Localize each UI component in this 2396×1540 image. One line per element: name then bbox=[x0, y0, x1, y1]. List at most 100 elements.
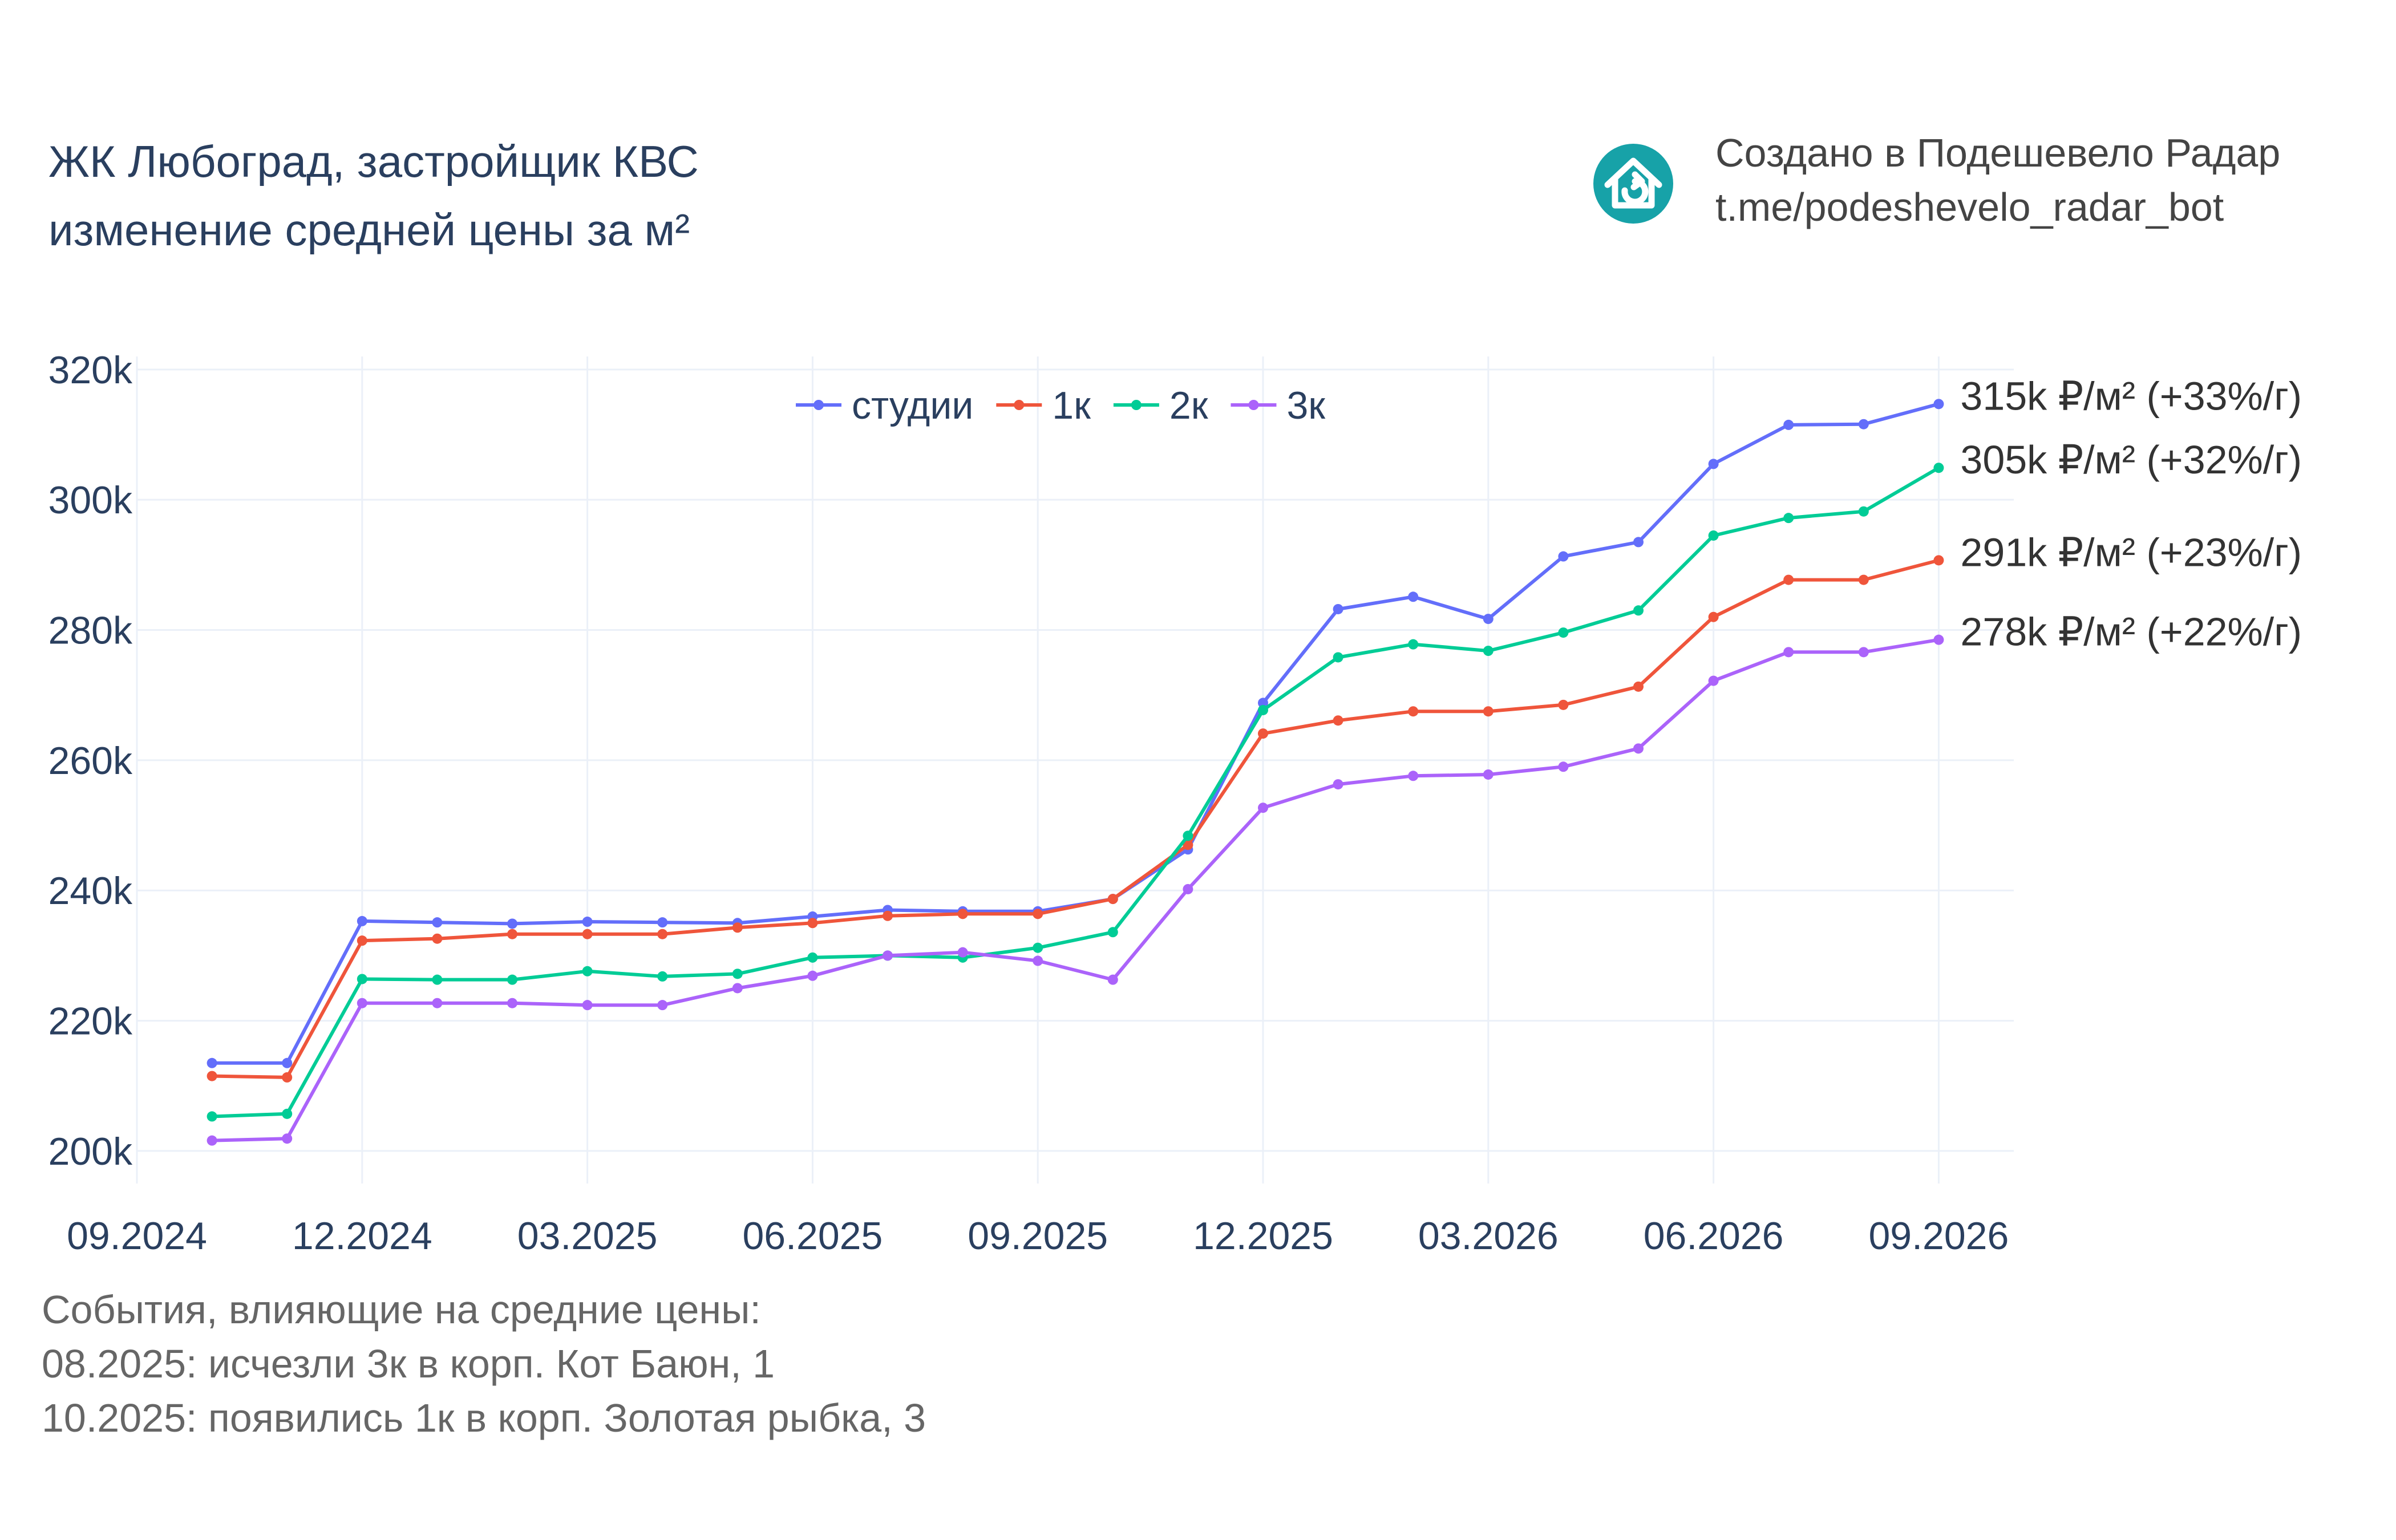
legend-item: 2к bbox=[1113, 384, 1209, 427]
brand-link[interactable]: t.me/podeshevelo_radar_bot bbox=[1715, 185, 2224, 229]
y-tick-label: 260k bbox=[48, 739, 133, 783]
data-point bbox=[883, 910, 893, 921]
chart-title-line-2: изменение средней цены за м² bbox=[48, 205, 690, 255]
data-point bbox=[1933, 399, 1944, 410]
data-point bbox=[1708, 611, 1719, 622]
data-point bbox=[1483, 646, 1494, 656]
end-label: 305k ₽/м² (+32%/г) bbox=[1960, 437, 2302, 482]
data-point bbox=[732, 983, 743, 994]
data-point bbox=[1633, 605, 1644, 616]
data-point bbox=[1783, 574, 1794, 585]
data-point bbox=[1183, 884, 1193, 894]
data-point bbox=[1033, 955, 1043, 966]
data-point bbox=[1483, 769, 1494, 780]
data-point bbox=[1933, 634, 1944, 645]
data-point bbox=[1033, 909, 1043, 919]
events-heading: События, влияющие на средние цены: bbox=[42, 1287, 761, 1332]
data-point bbox=[1408, 706, 1419, 717]
data-point bbox=[732, 968, 743, 979]
data-point bbox=[357, 915, 367, 926]
data-point bbox=[1708, 459, 1719, 469]
x-tick-label: 06.2025 bbox=[742, 1214, 883, 1258]
data-point bbox=[657, 971, 668, 982]
x-tick-label: 03.2026 bbox=[1418, 1214, 1559, 1258]
legend-label: 1к bbox=[1052, 384, 1091, 427]
chart-title-line-1: ЖК Любоград, застройщик КВС bbox=[48, 136, 699, 187]
series-line bbox=[212, 638, 1939, 1142]
data-point bbox=[1408, 771, 1419, 781]
y-tick-label: 320k bbox=[48, 348, 133, 392]
data-point bbox=[807, 970, 818, 981]
grid bbox=[136, 356, 2014, 1184]
data-point bbox=[1107, 894, 1118, 905]
series-4 bbox=[207, 634, 1944, 1146]
end-label: 315k ₽/м² (+33%/г) bbox=[1960, 374, 2302, 418]
y-tick-label: 280k bbox=[48, 609, 133, 653]
data-point bbox=[507, 918, 517, 929]
data-point bbox=[282, 1133, 293, 1144]
event-item-1: 08.2025: исчезли 3к в корп. Кот Баюн, 1 bbox=[42, 1342, 775, 1386]
data-point bbox=[957, 947, 968, 958]
data-point bbox=[432, 933, 443, 944]
x-tick-label: 12.2024 bbox=[292, 1214, 432, 1258]
x-tick-label: 06.2026 bbox=[1644, 1214, 1784, 1258]
data-point bbox=[1483, 706, 1494, 717]
series bbox=[207, 399, 1944, 1146]
legend-label: 3к bbox=[1286, 384, 1326, 427]
legend-label: студии bbox=[852, 384, 973, 427]
data-point bbox=[1558, 699, 1569, 710]
data-point bbox=[357, 998, 367, 1008]
data-point bbox=[1933, 555, 1944, 566]
data-point bbox=[657, 1000, 668, 1011]
legend-item: студии bbox=[796, 384, 973, 427]
data-point bbox=[657, 929, 668, 939]
data-point bbox=[357, 974, 367, 984]
legend-swatch-marker bbox=[1131, 400, 1142, 410]
legend-swatch-marker bbox=[1014, 400, 1025, 410]
data-point bbox=[1633, 681, 1644, 692]
data-point bbox=[1558, 551, 1569, 562]
data-point bbox=[1783, 419, 1794, 430]
end-label: 278k ₽/м² (+22%/г) bbox=[1960, 610, 2302, 654]
data-point bbox=[732, 922, 743, 933]
data-point bbox=[1858, 647, 1869, 658]
series-line bbox=[212, 558, 1940, 1079]
data-point bbox=[807, 952, 818, 963]
x-tick-label: 12.2025 bbox=[1193, 1214, 1333, 1258]
data-point bbox=[883, 950, 893, 961]
y-tick-label: 200k bbox=[48, 1130, 133, 1173]
series-line bbox=[212, 466, 1940, 1118]
data-point bbox=[357, 935, 367, 946]
x-tick-label: 09.2025 bbox=[968, 1214, 1108, 1258]
data-point bbox=[1633, 537, 1644, 548]
data-point bbox=[1258, 698, 1268, 708]
end-label: 291k ₽/м² (+23%/г) bbox=[1960, 530, 2302, 574]
data-point bbox=[1333, 652, 1343, 663]
data-point bbox=[1708, 530, 1719, 541]
data-point bbox=[1633, 743, 1644, 754]
series-3 bbox=[207, 463, 1944, 1122]
legend-label: 2к bbox=[1169, 384, 1209, 427]
series-line bbox=[212, 402, 1940, 1065]
y-tick-label: 220k bbox=[48, 1000, 133, 1043]
data-point bbox=[1483, 614, 1494, 625]
data-point bbox=[582, 929, 593, 939]
data-point bbox=[807, 918, 818, 929]
data-point bbox=[1258, 704, 1268, 715]
data-point bbox=[1708, 675, 1719, 686]
data-point bbox=[1183, 830, 1193, 841]
data-point bbox=[1183, 840, 1193, 850]
legend-item: 3к bbox=[1231, 384, 1326, 427]
data-point bbox=[1558, 627, 1569, 638]
series-2 bbox=[207, 555, 1944, 1083]
brand-logo[interactable] bbox=[1593, 144, 1673, 224]
data-point bbox=[507, 929, 517, 939]
data-point bbox=[657, 917, 668, 928]
x-tick-label: 09.2026 bbox=[1868, 1214, 2009, 1258]
axes: 200k 220k 240k 260k 280k 300k 320k 09.2024 12.20… bbox=[48, 348, 2009, 1258]
legend-swatch-marker bbox=[813, 400, 824, 410]
data-point bbox=[1858, 574, 1869, 585]
data-point bbox=[207, 1135, 217, 1146]
data-point bbox=[207, 1071, 217, 1081]
legend-swatch-marker bbox=[1248, 400, 1259, 410]
